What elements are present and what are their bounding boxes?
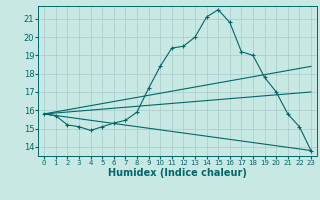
X-axis label: Humidex (Indice chaleur): Humidex (Indice chaleur) (108, 168, 247, 178)
